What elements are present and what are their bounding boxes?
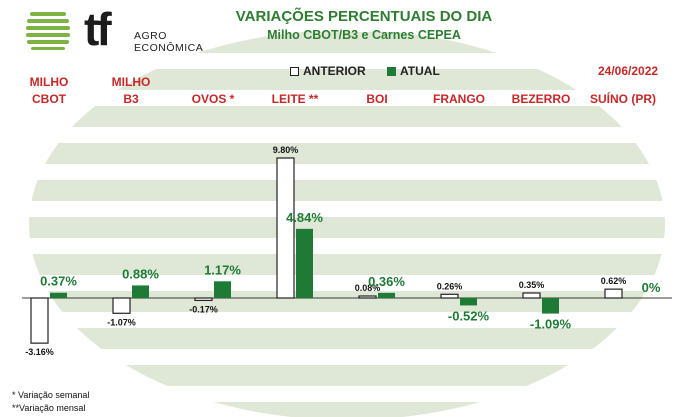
footnote-weekly: * Variação semanal [12,390,90,400]
label-atual: 0.37% [40,274,77,289]
label-atual: 0% [642,280,661,295]
label-anterior: 0.35% [519,280,545,290]
bar-atual [214,281,231,298]
label-atual: 4.84% [286,210,323,225]
label-atual: 0.36% [368,274,405,289]
bar-atual [378,292,395,298]
bar-atual [542,298,559,314]
bar-atual [132,285,149,298]
category-label: FRANGO [433,92,485,106]
bar-anterior [112,297,131,314]
category-label: BOI [366,92,387,106]
label-anterior: -0.17% [189,304,218,314]
footnote-monthly: **Variação mensal [12,403,86,413]
label-atual: 1.17% [204,262,241,277]
category-label: MILHO [112,75,151,89]
bar-atual [296,228,313,298]
background-stripe [29,106,665,127]
logo-line2: ECONÔMICA [134,42,204,54]
category-label: BEZERRO [512,92,571,106]
legend-atual-label: ATUAL [400,64,440,78]
chart-title: VARIAÇÕES PERCENTUAIS DO DIA [235,8,493,25]
category-label: SUÍNO (PR) [590,91,656,106]
bar-anterior [604,288,623,299]
background-stripe [29,365,665,386]
bar-anterior [440,293,459,299]
category-label: MILHO [30,75,69,89]
label-atual: -1.09% [530,317,572,332]
label-atual: 0.88% [122,266,159,281]
brand-logo: tf AGRO ECONÔMICA [26,3,226,55]
logo-tf-mark: tf [84,3,112,55]
label-anterior: 0.62% [601,276,627,286]
legend-atual-swatch [387,67,397,77]
chart-subtitle: Milho CBOT/B3 e Carnes CEPEA [267,28,461,42]
label-anterior: 9.80% [273,145,299,155]
legend-anterior-swatch [290,67,299,77]
globe-icon [26,9,70,51]
label-anterior: -3.16% [25,347,54,357]
label-anterior: 0.26% [437,281,463,291]
bar-anterior [358,295,377,299]
background-stripe [29,328,665,349]
background-stripe [29,69,665,90]
background-stripe [29,143,665,164]
bar-atual [460,298,477,306]
logo-line1: AGRO [134,30,167,42]
legend-anterior-label: ANTERIOR [303,64,366,78]
category-label: CBOT [32,92,67,106]
label-atual: -0.52% [448,308,490,323]
bar-atual [50,292,67,298]
category-label: B3 [123,92,139,106]
background-stripe [29,291,665,312]
bar-anterior [194,297,213,302]
label-anterior: 0.08% [355,283,381,293]
background-stripe [29,180,665,201]
label-anterior: -1.07% [107,317,136,327]
legend: ANTERIOR ATUAL [290,64,440,78]
chart-date: 24/06/2022 [598,64,659,78]
bar-anterior [276,157,295,299]
background-stripe [29,217,665,238]
bar-anterior [30,297,49,344]
bar-anterior [522,292,541,299]
category-label: LEITE ** [272,92,319,106]
category-label: OVOS * [192,92,235,106]
background-stripe [29,254,665,275]
